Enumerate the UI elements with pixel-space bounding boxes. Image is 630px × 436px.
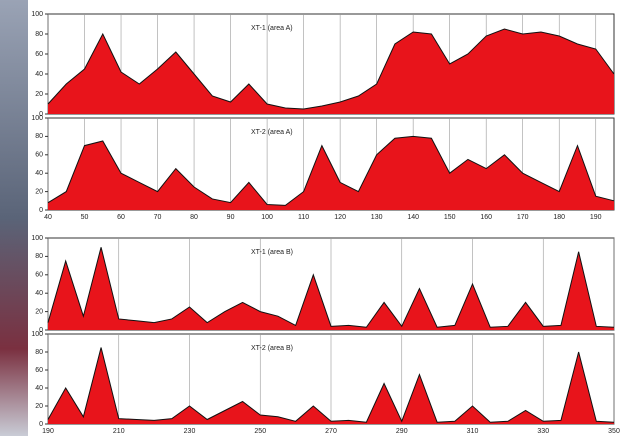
- panel-label: XT-1 (area B): [251, 249, 293, 256]
- side-photo: [0, 0, 28, 436]
- spectrum-fill: [48, 247, 614, 330]
- x-tick-label: 180: [553, 214, 565, 221]
- x-tick-label: 60: [117, 214, 125, 221]
- y-tick-label: 0: [39, 111, 43, 118]
- y-tick-label: 0: [39, 207, 43, 214]
- x-tick-label: 270: [325, 428, 337, 435]
- x-tick-label: 40: [44, 214, 52, 221]
- y-tick-label: 60: [35, 367, 43, 374]
- x-tick-label: 330: [537, 428, 549, 435]
- x-tick-label: 310: [467, 428, 479, 435]
- x-tick-label: 230: [184, 428, 196, 435]
- x-tick-label: 100: [261, 214, 273, 221]
- y-tick-label: 80: [35, 349, 43, 356]
- x-tick-label: 160: [480, 214, 492, 221]
- y-tick-label: 60: [35, 51, 43, 58]
- y-tick-label: 100: [31, 115, 43, 122]
- y-tick-label: 20: [35, 308, 43, 315]
- spectrum-line: [47, 135, 615, 206]
- y-tick-label: 100: [31, 331, 43, 338]
- x-tick-label: 110: [298, 214, 309, 221]
- y-tick-label: 40: [35, 385, 43, 392]
- x-tick-label: 120: [334, 214, 346, 221]
- x-tick-label: 250: [254, 428, 266, 435]
- panel-label: XT-1 (area A): [251, 25, 293, 32]
- x-tick-label: 80: [190, 214, 198, 221]
- spectrum-fill: [48, 29, 614, 114]
- y-tick-label: 40: [35, 71, 43, 78]
- y-tick-label: 40: [35, 170, 43, 177]
- x-tick-label: 140: [407, 214, 419, 221]
- spectrum-line: [47, 247, 615, 328]
- x-tick-label: 190: [590, 214, 602, 221]
- y-tick-label: 0: [39, 421, 43, 428]
- y-tick-label: 100: [31, 11, 43, 18]
- y-tick-label: 100: [31, 235, 43, 242]
- x-tick-label: 190: [42, 428, 54, 435]
- x-tick-label: 90: [227, 214, 235, 221]
- panel-label: XT-2 (area A): [251, 129, 293, 136]
- y-tick-label: 60: [35, 152, 43, 159]
- spectrum-fill: [48, 136, 614, 210]
- x-tick-label: 290: [396, 428, 408, 435]
- x-tick-label: 150: [444, 214, 456, 221]
- y-tick-label: 80: [35, 253, 43, 260]
- x-tick-label: 170: [517, 214, 529, 221]
- panel-label: XT-2 (area B): [251, 345, 293, 352]
- x-tick-label: 130: [371, 214, 383, 221]
- y-tick-label: 20: [35, 91, 43, 98]
- x-tick-label: 70: [154, 214, 162, 221]
- x-tick-label: 50: [81, 214, 89, 221]
- x-tick-label: 350: [608, 428, 620, 435]
- spectrum-fill: [48, 347, 614, 424]
- spectrum-line: [47, 347, 615, 423]
- y-tick-label: 80: [35, 133, 43, 140]
- y-tick-label: 0: [39, 327, 43, 334]
- y-tick-label: 20: [35, 188, 43, 195]
- spectrum-line: [47, 28, 615, 110]
- y-tick-label: 60: [35, 272, 43, 279]
- y-tick-label: 80: [35, 31, 43, 38]
- y-tick-label: 20: [35, 403, 43, 410]
- x-tick-label: 210: [113, 428, 125, 435]
- y-tick-label: 40: [35, 290, 43, 297]
